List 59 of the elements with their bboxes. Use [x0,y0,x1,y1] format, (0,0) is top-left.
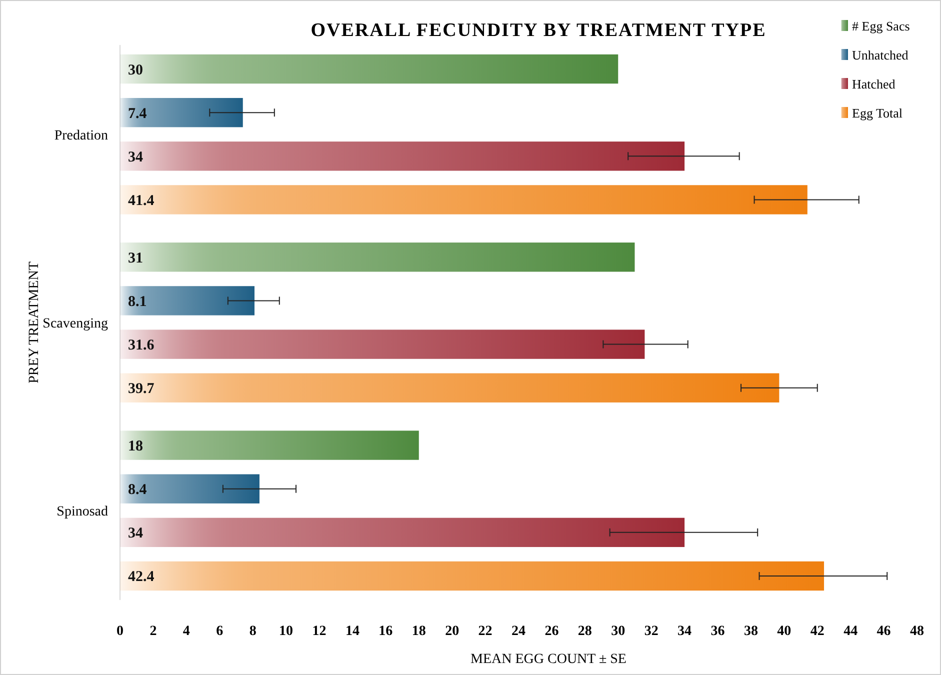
legend-label: Egg Total [852,106,903,121]
x-tick-label: 10 [279,624,294,639]
x-axis-title: MEAN EGG COUNT ± SE [470,652,626,667]
data-label: 34 [128,526,144,542]
bar [120,373,780,402]
bar [120,474,260,504]
x-tick-label: 16 [378,624,393,639]
x-tick-label: 42 [810,624,824,639]
bar [120,98,243,128]
x-tick-label: 24 [512,624,526,639]
x-tick-label: 6 [216,624,224,639]
legend-label: # Egg Sacs [852,18,910,34]
data-label: 8.1 [128,294,147,310]
data-label: 31.6 [128,338,155,354]
bar [120,561,824,591]
x-tick-label: 30 [611,624,626,639]
bar [120,54,618,84]
data-label: 34 [128,149,144,166]
x-tick-label: 26 [544,624,559,639]
data-label: 30 [128,62,143,78]
x-tick-label: 4 [182,624,190,639]
x-tick-label: 40 [777,624,792,639]
data-label: 39.7 [128,381,155,398]
y-tick-label: Predation [54,128,108,144]
y-axis-title: PREY TREATMENT [27,261,42,384]
bar [120,518,685,548]
bar [120,430,419,460]
x-tick-label: 48 [910,624,924,639]
chart-title: OVERALL FECUNDITY BY TREATMENT TYPE [310,20,766,41]
legend-label: Hatched [852,76,896,92]
x-tick-label: 36 [710,624,725,639]
data-label: 7.4 [128,106,148,122]
bar [120,286,254,316]
bar [120,185,808,214]
y-tick-label: Scavenging [42,316,108,332]
bar [120,142,685,171]
x-tick-label: 38 [744,624,758,639]
data-label: 31 [128,250,143,266]
x-tick-label: 0 [116,624,124,639]
x-tick-label: 46 [876,624,891,639]
x-tick-label: 44 [844,624,858,639]
x-tick-label: 18 [412,624,426,639]
x-tick-label: 28 [578,624,592,639]
x-tick-label: 2 [150,624,157,639]
bar [120,242,635,272]
y-tick-label: Spinosad [56,504,108,520]
legend-label: Unhatched [852,48,909,63]
x-tick-label: 12 [312,624,326,639]
x-tick-label: 34 [678,624,692,639]
data-label: 8.4 [128,482,148,498]
x-tick-label: 22 [478,624,492,639]
x-tick-label: 20 [445,624,460,639]
x-tick-label: 14 [345,624,360,639]
x-tick-label: 8 [249,624,256,639]
data-label: 18 [128,438,143,455]
data-label: 42.4 [128,569,155,586]
x-tick-label: 32 [644,624,658,639]
data-label: 41.4 [128,192,155,209]
bar [120,330,645,359]
